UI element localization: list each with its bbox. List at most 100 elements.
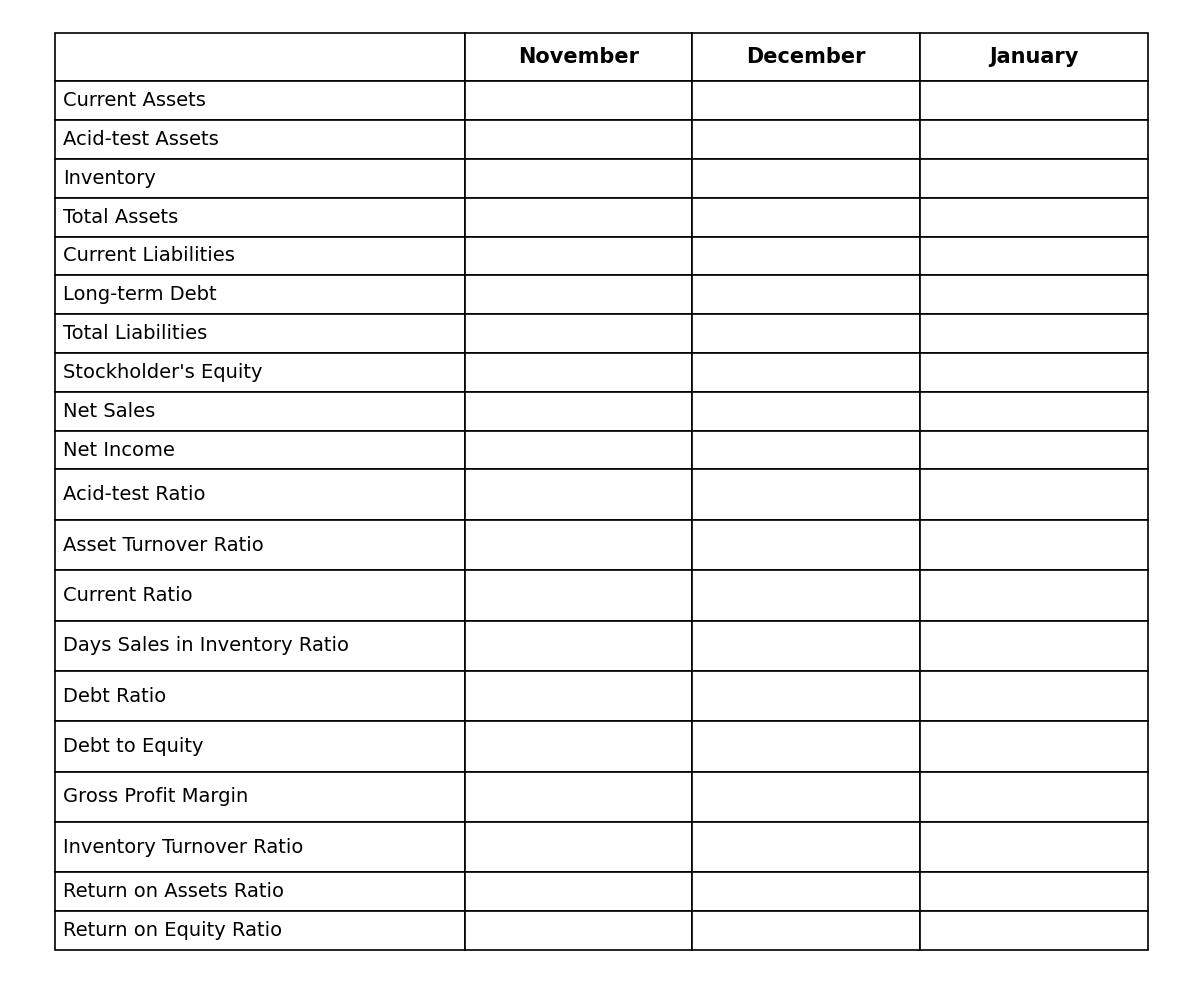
Bar bbox=[692, 911, 919, 950]
Bar bbox=[464, 198, 692, 236]
Bar bbox=[464, 353, 692, 392]
Bar bbox=[919, 276, 1148, 314]
Bar bbox=[692, 198, 919, 236]
Bar bbox=[692, 771, 919, 822]
Bar bbox=[919, 822, 1148, 873]
Bar bbox=[55, 469, 464, 520]
Bar bbox=[919, 771, 1148, 822]
Bar bbox=[692, 431, 919, 469]
Bar bbox=[692, 671, 919, 721]
Bar bbox=[919, 431, 1148, 469]
Bar bbox=[55, 570, 464, 621]
Text: Return on Assets Ratio: Return on Assets Ratio bbox=[64, 883, 284, 901]
Bar bbox=[464, 671, 692, 721]
Bar bbox=[55, 353, 464, 392]
Bar bbox=[692, 158, 919, 198]
Bar bbox=[692, 469, 919, 520]
Bar bbox=[919, 671, 1148, 721]
Bar bbox=[692, 353, 919, 392]
Text: Net Sales: Net Sales bbox=[64, 401, 155, 421]
Bar bbox=[464, 276, 692, 314]
Bar bbox=[919, 520, 1148, 570]
Bar bbox=[464, 771, 692, 822]
Bar bbox=[55, 873, 464, 911]
Bar bbox=[55, 314, 464, 353]
Bar bbox=[692, 621, 919, 671]
Bar bbox=[692, 120, 919, 158]
Text: Long-term Debt: Long-term Debt bbox=[64, 285, 217, 304]
Bar bbox=[464, 822, 692, 873]
Text: Gross Profit Margin: Gross Profit Margin bbox=[64, 787, 248, 806]
Text: Days Sales in Inventory Ratio: Days Sales in Inventory Ratio bbox=[64, 637, 349, 655]
Text: Acid-test Ratio: Acid-test Ratio bbox=[64, 485, 205, 504]
Bar bbox=[55, 33, 464, 82]
Bar bbox=[464, 431, 692, 469]
Bar bbox=[919, 120, 1148, 158]
Bar bbox=[464, 236, 692, 276]
Bar bbox=[692, 520, 919, 570]
Bar bbox=[692, 314, 919, 353]
Bar bbox=[464, 570, 692, 621]
Bar bbox=[464, 314, 692, 353]
Text: Asset Turnover Ratio: Asset Turnover Ratio bbox=[64, 535, 264, 555]
Text: Debt to Equity: Debt to Equity bbox=[64, 737, 204, 756]
Bar bbox=[55, 771, 464, 822]
Bar bbox=[919, 392, 1148, 431]
Text: Debt Ratio: Debt Ratio bbox=[64, 687, 167, 706]
Bar bbox=[55, 721, 464, 771]
Bar bbox=[464, 392, 692, 431]
Bar bbox=[692, 873, 919, 911]
Bar bbox=[464, 120, 692, 158]
Bar bbox=[919, 621, 1148, 671]
Bar bbox=[919, 198, 1148, 236]
Bar bbox=[55, 392, 464, 431]
Bar bbox=[55, 198, 464, 236]
Bar bbox=[919, 570, 1148, 621]
Bar bbox=[55, 911, 464, 950]
Text: Current Ratio: Current Ratio bbox=[64, 585, 193, 605]
Text: January: January bbox=[989, 47, 1079, 67]
Text: Total Assets: Total Assets bbox=[64, 208, 179, 226]
Bar bbox=[919, 873, 1148, 911]
Bar bbox=[919, 721, 1148, 771]
Bar bbox=[55, 82, 464, 120]
Bar bbox=[919, 82, 1148, 120]
Text: Inventory: Inventory bbox=[64, 169, 156, 188]
Bar bbox=[919, 158, 1148, 198]
Bar bbox=[464, 158, 692, 198]
Bar bbox=[919, 33, 1148, 82]
Text: Current Liabilities: Current Liabilities bbox=[64, 246, 235, 266]
Bar bbox=[464, 721, 692, 771]
Bar bbox=[464, 621, 692, 671]
Bar bbox=[55, 822, 464, 873]
Bar bbox=[464, 82, 692, 120]
Text: December: December bbox=[746, 47, 865, 67]
Bar bbox=[692, 822, 919, 873]
Bar bbox=[919, 911, 1148, 950]
Text: Stockholder's Equity: Stockholder's Equity bbox=[64, 363, 263, 382]
Bar bbox=[55, 671, 464, 721]
Bar bbox=[55, 276, 464, 314]
Text: November: November bbox=[518, 47, 640, 67]
Bar bbox=[55, 120, 464, 158]
Text: Inventory Turnover Ratio: Inventory Turnover Ratio bbox=[64, 837, 304, 857]
Bar bbox=[55, 621, 464, 671]
Bar bbox=[464, 520, 692, 570]
Bar bbox=[692, 236, 919, 276]
Bar bbox=[464, 469, 692, 520]
Bar bbox=[55, 431, 464, 469]
Bar bbox=[692, 392, 919, 431]
Bar bbox=[464, 33, 692, 82]
Bar bbox=[55, 158, 464, 198]
Text: Net Income: Net Income bbox=[64, 441, 175, 460]
Bar bbox=[919, 236, 1148, 276]
Text: Return on Equity Ratio: Return on Equity Ratio bbox=[64, 921, 282, 940]
Bar bbox=[55, 236, 464, 276]
Bar bbox=[55, 520, 464, 570]
Text: Acid-test Assets: Acid-test Assets bbox=[64, 130, 218, 149]
Bar bbox=[692, 721, 919, 771]
Bar bbox=[464, 873, 692, 911]
Bar bbox=[919, 314, 1148, 353]
Bar bbox=[464, 911, 692, 950]
Bar bbox=[692, 33, 919, 82]
